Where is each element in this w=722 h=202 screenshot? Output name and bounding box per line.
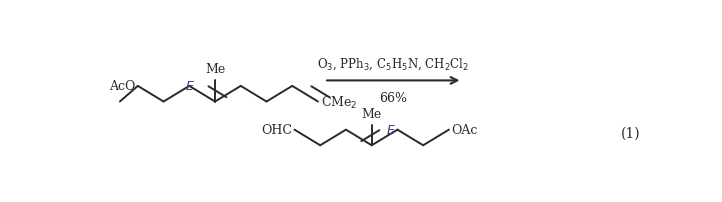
Text: 66%: 66%	[379, 92, 407, 105]
Text: (1): (1)	[620, 126, 640, 140]
Text: Me: Me	[205, 63, 225, 76]
Text: CMe$_2$: CMe$_2$	[321, 94, 357, 110]
Text: AcO: AcO	[109, 80, 136, 93]
Text: OAc: OAc	[451, 124, 477, 137]
Text: $E$: $E$	[185, 80, 195, 93]
Text: OHC: OHC	[261, 124, 292, 137]
Text: Me: Me	[362, 108, 382, 121]
Text: $E$: $E$	[386, 123, 396, 136]
Text: O$_3$, PPh$_3$, C$_5$H$_5$N, CH$_2$Cl$_2$: O$_3$, PPh$_3$, C$_5$H$_5$N, CH$_2$Cl$_2…	[317, 56, 469, 72]
